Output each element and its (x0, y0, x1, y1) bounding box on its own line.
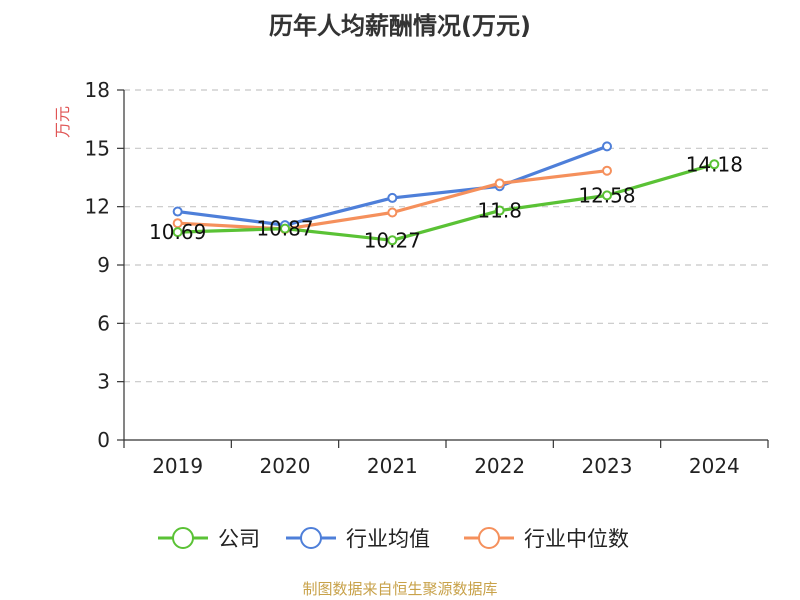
data-point (387, 207, 398, 218)
data-point (387, 235, 398, 246)
data-point (602, 190, 612, 201)
data-label: 12.58 (578, 183, 635, 207)
legend-label: 行业中位数 (524, 527, 629, 551)
data-point (494, 205, 505, 216)
data-point (494, 178, 505, 189)
data-point (172, 206, 183, 217)
data-point (602, 141, 612, 152)
legend-marker (478, 527, 500, 549)
x-tick-label: 2019 (152, 454, 203, 478)
data-label: 10.27 (364, 228, 421, 252)
x-tick-label: 2022 (474, 454, 525, 478)
y-tick-label: 6 (97, 311, 110, 335)
y-tick-label: 3 (97, 370, 110, 394)
legend-label: 公司 (218, 527, 260, 551)
series-line-0 (176, 162, 716, 242)
data-point (280, 223, 290, 234)
data-label: 11.8 (477, 199, 522, 223)
legend-marker (300, 527, 322, 549)
x-tick-label: 2020 (260, 454, 311, 478)
x-tick-label: 2023 (582, 454, 633, 478)
data-point (172, 227, 183, 238)
y-tick-label: 9 (97, 253, 110, 277)
data-label: 10.87 (256, 217, 313, 241)
data-point (709, 159, 720, 170)
y-tick-label: 12 (85, 195, 110, 219)
y-tick-label: 18 (85, 78, 110, 102)
source-note: 制图数据来自恒生聚源数据库 (302, 580, 498, 598)
data-point (387, 192, 398, 203)
y-axis-label: 万元 (53, 106, 72, 138)
y-tick-label: 15 (85, 136, 110, 160)
data-point (602, 165, 612, 176)
data-label: 14.18 (686, 152, 743, 176)
chart-title: 历年人均薪酬情况(万元) (269, 12, 531, 40)
y-tick-label: 0 (97, 428, 110, 452)
legend-marker (172, 527, 194, 549)
data-label: 10.69 (149, 220, 206, 244)
x-tick-label: 2024 (689, 454, 740, 478)
x-tick-label: 2021 (367, 454, 418, 478)
legend-label: 行业均值 (346, 527, 430, 551)
